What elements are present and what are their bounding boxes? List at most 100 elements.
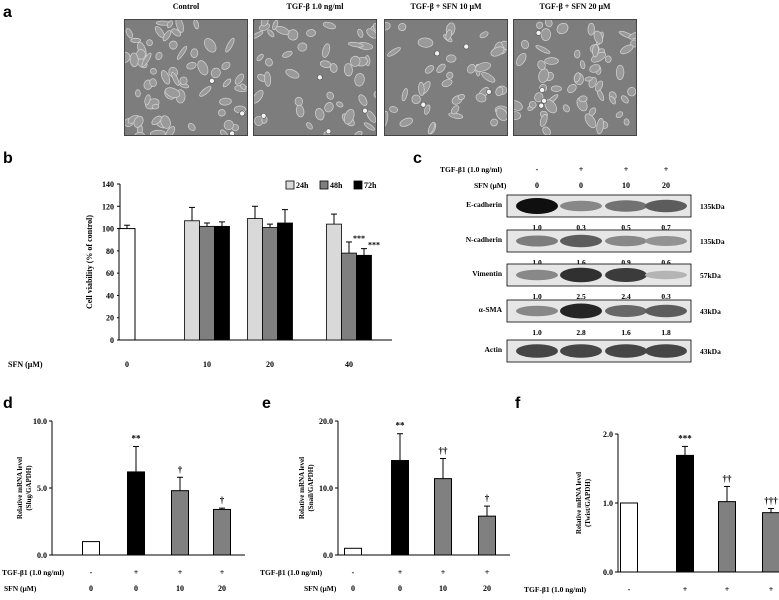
cell-shape (562, 104, 570, 113)
cell-shape (490, 118, 498, 127)
rounded-cell (539, 87, 545, 93)
rounded-cell (260, 112, 267, 119)
blot-band (645, 236, 687, 246)
cell-shape (399, 117, 413, 127)
rounded-cell (317, 74, 323, 81)
bar-0 (82, 541, 100, 556)
cell-shape (319, 60, 332, 69)
tgf-sign: + (134, 568, 139, 577)
cell-shape (593, 30, 604, 44)
cell-shape (578, 95, 588, 103)
panel-c-western-blot: TGF-β1 (1.0 ng/ml) SFN (μM) - + + +0 0 10 20 E-ca… (440, 165, 725, 363)
cell-shape (197, 60, 209, 76)
cell-shape (567, 83, 577, 93)
cell-shape (234, 73, 245, 85)
cell-shape (146, 39, 153, 46)
cell-shape (343, 63, 353, 77)
cell-shape (501, 40, 507, 53)
cell-shape (171, 28, 182, 37)
cell-shape (219, 97, 232, 106)
y-tick-label: 20 (106, 314, 114, 323)
panel-d-letter: d (3, 395, 13, 412)
blot-band (645, 304, 687, 318)
cell-shape (538, 68, 549, 83)
y-axis-label: Relative mRNA level (16, 457, 24, 519)
x-category-label: 20 (266, 360, 274, 369)
cell-shape (322, 21, 336, 30)
blot-quant-value: 2.5 (576, 292, 586, 301)
significance-mark: †† (439, 446, 449, 456)
cell-shape (424, 104, 431, 115)
panel-e-letter: e (262, 395, 271, 412)
y-axis-label-line2: (Slug/GAPDH) (25, 465, 33, 511)
tgf-sign: + (579, 165, 584, 174)
tgf-sign: + (683, 585, 688, 594)
cell-shape (264, 71, 272, 87)
cell-shape (155, 51, 163, 61)
cell-shape (275, 25, 290, 35)
cell-shape (176, 45, 188, 60)
tgf-row-label: TGF-β1 (1.0 ng/ml) (524, 585, 587, 594)
tgf-row-label: TGF-β1 (1.0 ng/ml) (260, 568, 323, 577)
blot-band (605, 268, 647, 282)
blot-band (605, 305, 647, 317)
cell-shape (165, 126, 176, 135)
cell-shape (385, 22, 391, 31)
cell-shape (446, 71, 454, 80)
bar-48h (262, 227, 278, 341)
cell-shape (535, 45, 551, 54)
cell-shape (164, 87, 181, 98)
tgf-sign: + (485, 568, 490, 577)
sfn-dose: 0 (89, 584, 93, 593)
blot-band (560, 344, 602, 358)
cell-shape (149, 78, 157, 87)
cell-shape (427, 121, 436, 135)
panel-f-twist-chart: 0.0 1.0 2.0 Relative mRNA level (Twist/GAPDH… (524, 430, 779, 594)
cell-shape (151, 103, 160, 110)
bar-2 (718, 501, 736, 573)
cell-shape (254, 89, 264, 104)
cell-shape (225, 37, 235, 53)
cell-shape (220, 129, 229, 135)
cell-shape (267, 29, 275, 38)
bar-48h (199, 225, 215, 341)
cell-shape (544, 57, 559, 65)
panel-e-snail-chart: 0.0 10.0 20.0 Relative mRNA level (Snail/GAP… (260, 417, 510, 593)
blot-band (516, 235, 558, 247)
x-axis-label: SFN (μM) (8, 360, 43, 369)
cell-shape (151, 115, 162, 126)
cell-shape (623, 118, 630, 126)
cell-shape (451, 105, 460, 115)
rounded-cell (541, 98, 547, 104)
cell-shape (363, 122, 375, 131)
significance-mark: † (220, 495, 225, 505)
blot-band (605, 235, 647, 247)
rounded-cell (434, 50, 440, 57)
cell-shape (479, 31, 489, 39)
cell-shape (125, 28, 133, 39)
significance-mark: *** (678, 433, 692, 443)
significance-mark: † (485, 493, 490, 503)
y-tick-label: 10.0 (33, 417, 47, 426)
cell-shape (515, 52, 527, 66)
cell-shape (294, 96, 303, 107)
cell-shape (168, 40, 178, 50)
sfn-dose: 0 (351, 584, 355, 593)
y-tick-label: 60 (106, 269, 114, 278)
cell-shape (389, 106, 398, 113)
cell-shape (579, 60, 586, 70)
y-tick-label: 2.0 (603, 430, 613, 439)
bar-24h (326, 223, 342, 341)
blot-band (605, 344, 647, 358)
micrograph-label-2: TGF-β 1.0 ng/ml (286, 2, 344, 11)
cell-shape (387, 47, 401, 57)
cell-shape (372, 23, 376, 33)
cell-shape (587, 22, 595, 36)
x-category-label: 10 (203, 360, 211, 369)
blot-size-label: 43kDa (700, 307, 721, 316)
cell-shape (221, 61, 231, 70)
y-tick-label: 120 (102, 202, 114, 211)
bar-3 (762, 512, 779, 573)
panel-d-slug-chart: 0.0 5.0 10.0 Relative mRNA level (Slug/GAPDH… (2, 417, 245, 593)
blot-quant-value: 0.9 (621, 258, 631, 267)
